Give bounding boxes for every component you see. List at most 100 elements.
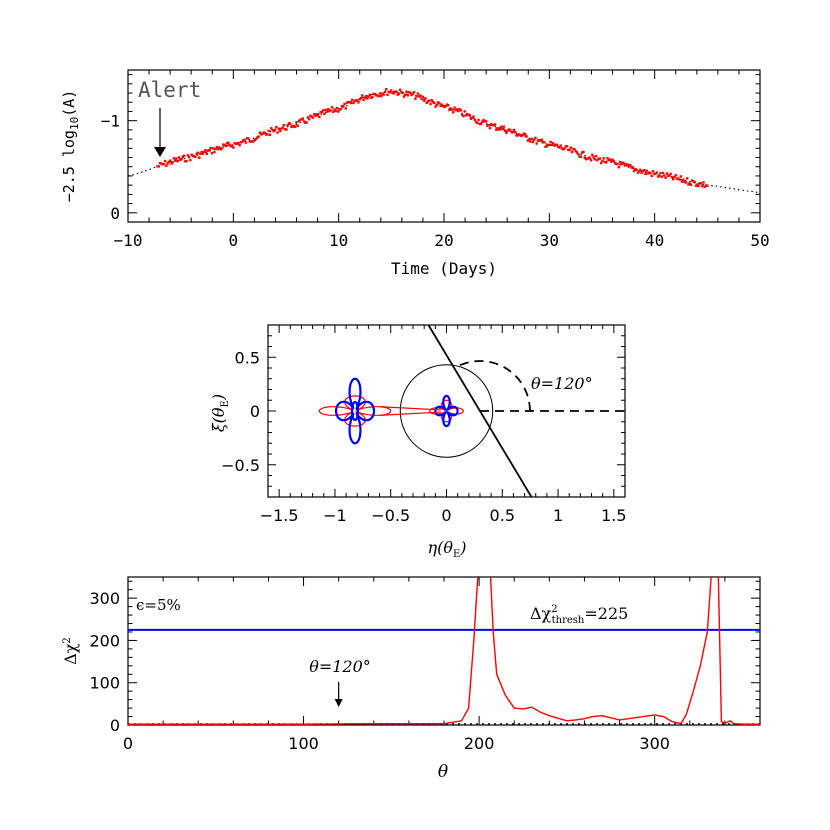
data-point	[440, 103, 444, 106]
data-point	[583, 156, 586, 159]
data-point	[316, 113, 320, 116]
data-point	[555, 143, 559, 146]
data-point	[646, 172, 650, 175]
data-point	[262, 131, 265, 134]
data-point	[347, 100, 350, 104]
data-point	[227, 141, 230, 144]
data-point	[507, 128, 511, 131]
data-point	[703, 185, 707, 188]
data-point	[319, 111, 322, 114]
data-point	[448, 108, 451, 112]
threshold-label-main: Δχ	[530, 604, 552, 623]
data-point	[598, 157, 602, 160]
data-point	[228, 143, 231, 147]
data-point	[516, 134, 519, 137]
caustic-panel: −1.5 −1 −0.5 0 0.5 1 1.5 0.5 0 −0.5 θ=120° η(θE)…	[209, 324, 627, 560]
data-point	[599, 161, 603, 165]
data-point	[271, 128, 274, 132]
data-point	[496, 126, 499, 130]
data-point	[661, 171, 665, 175]
data-point	[701, 185, 704, 188]
data-point	[452, 111, 455, 114]
data-point	[588, 156, 591, 159]
data-point	[517, 133, 521, 136]
data-point	[368, 93, 372, 96]
data-point	[488, 126, 492, 130]
data-point	[426, 100, 430, 103]
data-point	[680, 180, 684, 183]
data-point	[273, 128, 277, 131]
data-point	[372, 92, 375, 96]
data-point	[465, 112, 469, 116]
data-point	[556, 145, 560, 149]
data-point	[679, 175, 682, 178]
data-point	[625, 164, 628, 167]
data-point	[497, 128, 500, 131]
x-tick-label: 0	[123, 734, 133, 753]
data-point	[593, 158, 597, 161]
x-tick-label: 1	[553, 506, 563, 525]
data-point	[194, 155, 197, 158]
delta-chi2-curve	[128, 577, 760, 725]
data-point	[315, 113, 318, 116]
data-point	[239, 141, 243, 144]
data-point	[467, 113, 470, 117]
data-point	[683, 180, 686, 184]
data-point	[524, 133, 527, 136]
y-label-main: −2.5 log	[60, 130, 78, 202]
data-point	[536, 139, 540, 142]
data-point	[209, 146, 212, 150]
x-tick-label: 10	[329, 231, 348, 250]
caustic-blue-center	[434, 394, 459, 428]
data-point	[570, 150, 574, 154]
data-point	[627, 165, 631, 168]
data-point	[634, 167, 637, 171]
data-point	[237, 141, 240, 145]
data-point	[345, 101, 349, 104]
data-point	[567, 148, 570, 152]
data-point	[416, 92, 420, 95]
threshold-label-sub: thresh	[552, 615, 585, 626]
data-point	[224, 144, 227, 148]
data-point	[256, 136, 259, 139]
x-tick-label: 20	[434, 231, 453, 250]
data-point	[690, 179, 694, 182]
data-point	[354, 99, 358, 102]
data-point	[285, 128, 288, 131]
data-point	[696, 183, 699, 186]
data-point	[283, 127, 287, 131]
data-point	[333, 108, 336, 111]
data-point	[434, 105, 437, 108]
data-point	[173, 159, 177, 162]
data-point	[156, 165, 159, 168]
data-point	[404, 93, 407, 96]
data-point	[361, 94, 364, 97]
data-point	[637, 170, 641, 173]
data-point	[673, 175, 676, 179]
data-point	[483, 120, 487, 123]
data-point	[481, 120, 484, 123]
data-point	[659, 171, 662, 175]
data-point	[254, 137, 258, 141]
data-point	[196, 151, 200, 154]
data-point	[397, 92, 401, 96]
data-point	[307, 117, 311, 121]
data-point	[687, 183, 690, 186]
data-point	[545, 144, 549, 148]
data-point	[620, 162, 623, 166]
data-point	[666, 174, 670, 178]
data-point	[622, 162, 626, 165]
data-point	[487, 124, 490, 127]
delta-chi2-y-axis-label: Δχ2	[61, 637, 80, 665]
data-point	[511, 131, 514, 134]
data-point	[457, 109, 460, 113]
data-point	[500, 125, 503, 129]
data-point	[578, 155, 581, 159]
data-point	[160, 162, 163, 165]
data-point	[323, 112, 326, 116]
data-point	[182, 154, 186, 157]
data-point	[493, 123, 497, 126]
data-point	[530, 137, 533, 141]
data-point	[324, 108, 327, 112]
data-point	[540, 138, 543, 141]
